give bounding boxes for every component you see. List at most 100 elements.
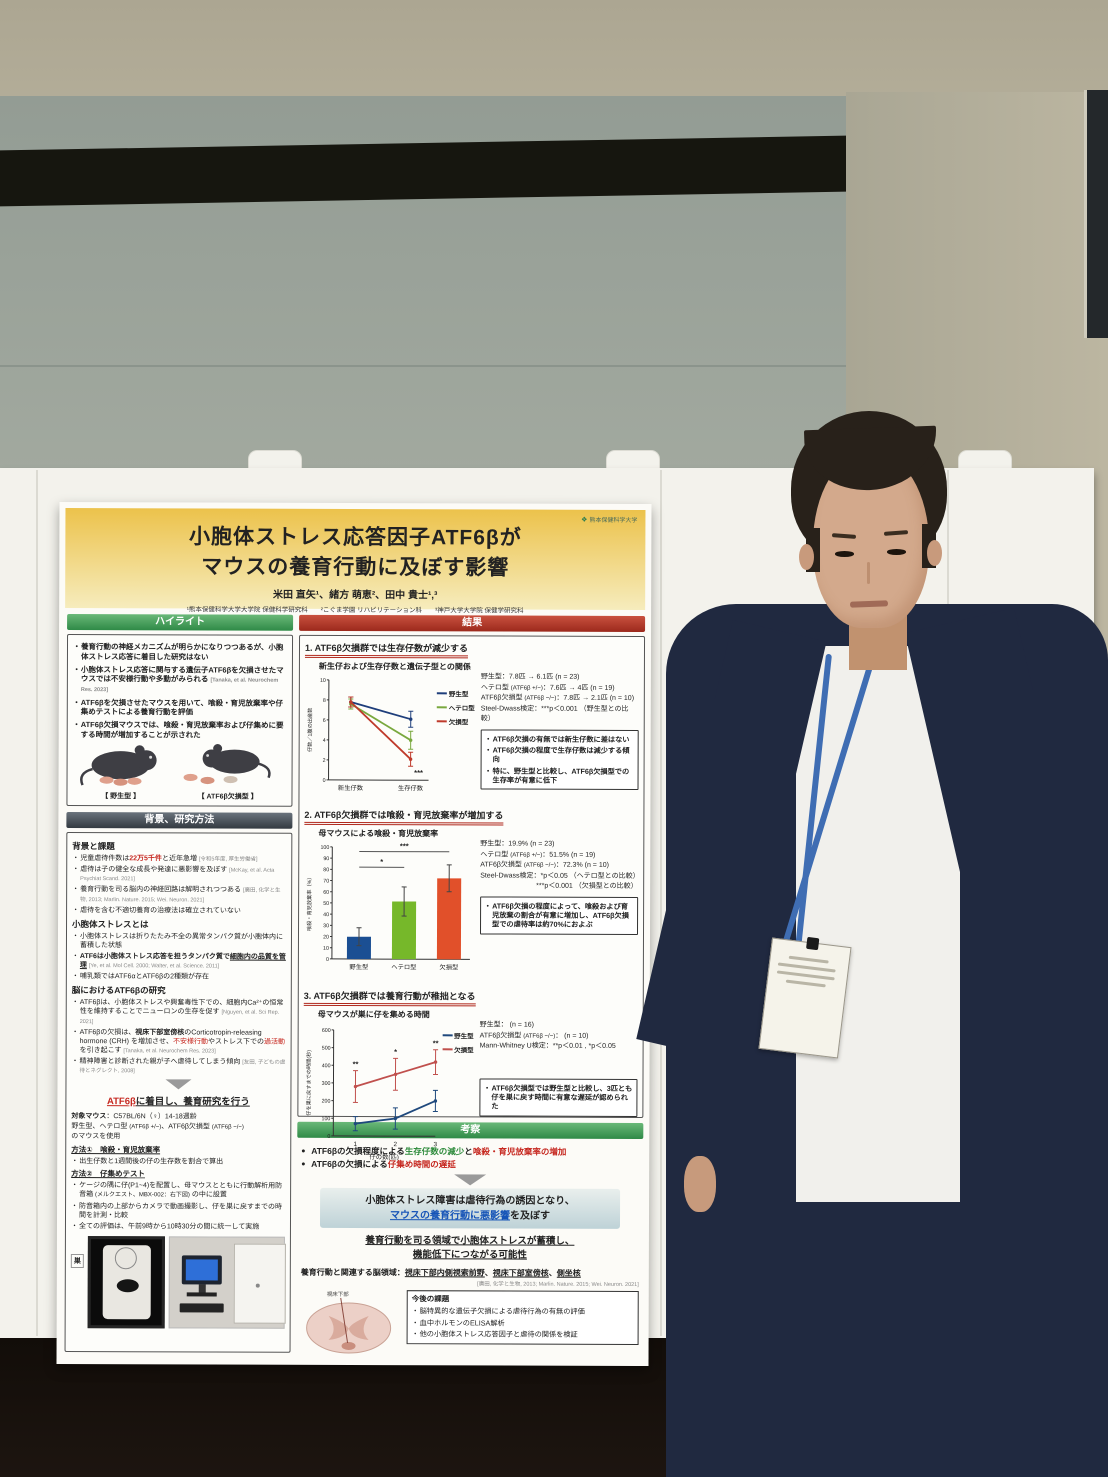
monitor-screen bbox=[185, 1258, 218, 1281]
brain-section-drawing bbox=[306, 1298, 392, 1354]
svg-text:90: 90 bbox=[323, 856, 329, 862]
svg-text:0: 0 bbox=[323, 778, 326, 784]
brain-atf6b-bullets: ATF6βは、小胞体ストレスや興奮毒性下での、細胞内Ca²⁺の恒常性を維持するこ… bbox=[72, 998, 286, 1076]
result-section-2: 2. ATF6β欠損群では喰殺・育児放棄率が増加する 母マウスによる喰殺・育児放… bbox=[304, 806, 640, 984]
result2-note-box: ATF6β欠損の程度によって、喰殺および育児放棄の割合が有意に増加し、ATF6β… bbox=[480, 895, 639, 935]
svg-text:200: 200 bbox=[322, 1099, 331, 1105]
er-stress-subheader: 小胞体ストレスとは bbox=[72, 918, 149, 930]
er-stress-bullets: 小胞体ストレスは折りたたみ不全の異常タンパク質が小胞体内に蓄積した状態ATF6は… bbox=[72, 932, 286, 982]
svg-text:*: * bbox=[380, 857, 383, 866]
method1-bullets: 出生仔数と1週間後の仔の生存数を割合で算出 bbox=[71, 1157, 285, 1167]
result1-note-box: ATF6β欠損の有無では新生仔数に差はないATF6β欠損の程度で生存仔数は減少す… bbox=[480, 728, 639, 791]
svg-text:600: 600 bbox=[322, 1028, 331, 1034]
result2-stats: 野生型：19.9% (n = 23) ヘテロ型 (ATF6β +/−)：51.5%… bbox=[480, 840, 640, 890]
down-arrow-icon bbox=[454, 1174, 487, 1186]
result1-chart-area: 0 2 4 6 8 10 新生仔数 生存仔数 *** 仔数／1腹の出産数 野生型 ヘテロ型 欠損型 bbox=[304, 672, 476, 803]
result-section-1: 1. ATF6β欠損群では生存仔数が減少する 新生仔および生存仔数と遺伝子型との… bbox=[304, 639, 639, 803]
svg-text:喰殺・育児放棄率（%）: 喰殺・育児放棄率（%） bbox=[305, 875, 313, 932]
partition-seam bbox=[947, 470, 949, 1232]
svg-text:80: 80 bbox=[323, 867, 329, 873]
svg-text:300: 300 bbox=[322, 1081, 331, 1087]
highlights-bullets: 養育行動の神経メカニズムが明らかになりつつあるが、小胞体ストレス応答に着目した研… bbox=[73, 642, 287, 740]
subject-mice-lines: 対象マウス：C57BL/6N（♀）14-18週齢 野生型、ヘテロ型 (ATF6β … bbox=[71, 1113, 244, 1141]
survival-line-chart: 0 2 4 6 8 10 新生仔数 生存仔数 *** 仔数／1腹の出産数 bbox=[306, 678, 429, 792]
results-box: 1. ATF6β欠損群では生存仔数が減少する 新生仔および生存仔数と遺伝子型との… bbox=[297, 634, 646, 1161]
highlights-header: ハイライト bbox=[67, 613, 294, 631]
svg-text:6: 6 bbox=[323, 718, 326, 724]
svg-text:100: 100 bbox=[320, 845, 329, 851]
chart1-legend: 野生型 ヘテロ型 欠損型 bbox=[436, 688, 475, 730]
svg-text:50: 50 bbox=[323, 901, 329, 907]
result2-title: 2. ATF6β欠損群では喰殺・育児放棄率が増加する bbox=[304, 807, 504, 826]
issues-subheader: 背景と課題 bbox=[72, 841, 115, 852]
poster-title: 小胞体ストレス応答因子ATF6βが bbox=[188, 525, 522, 550]
svg-text:***: *** bbox=[414, 768, 423, 777]
mechanism-line1: 養育行動を司る領域で小胞体ストレスが蓄積し、 bbox=[365, 1234, 575, 1247]
mechanism-statement: 養育行動を司る領域で小胞体ストレスが蓄積し、 機能低下につながる可能性 bbox=[301, 1234, 639, 1264]
svg-text:新生仔数: 新生仔数 bbox=[338, 783, 364, 792]
partition-seam bbox=[36, 470, 38, 1336]
conclusion-box: 小胞体ストレス障害は虐待行為の誘因となり、 マウスの養育行動に悪影響を及ぼす bbox=[319, 1187, 621, 1229]
svg-text:**: ** bbox=[433, 1039, 439, 1048]
svg-text:30: 30 bbox=[323, 923, 329, 929]
highlights-box: 養育行動の神経メカニズムが明らかになりつつあるが、小胞体ストレス応答に着目した研… bbox=[66, 633, 294, 807]
down-arrow-icon bbox=[165, 1079, 192, 1090]
result3-note-box: ATF6β欠損型では野生型と比較し、3匹とも仔を巣に戻す時間に有意な遅延が認めら… bbox=[479, 1077, 638, 1117]
wildtype-mouse-label: 【 野生型 】 bbox=[101, 792, 141, 800]
result1-title: 1. ATF6β欠損群では生存仔数が減少する bbox=[304, 640, 469, 659]
result-section-3: 3. ATF6β欠損群では養育行動が稚拙となる 母マウスが巣に仔を集める時間 0… bbox=[303, 987, 638, 1165]
mechanism-line2: 機能低下につながる可能性 bbox=[412, 1249, 527, 1261]
poster-authors: 米田 直矢¹、緒方 萌恵²、田中 貴士¹,³ bbox=[272, 589, 438, 602]
svg-text:8: 8 bbox=[323, 698, 326, 704]
issues-bullets: 児童虐待件数は22万5千件と近年急増 [令和5年度, 厚生労働省]虐待は子の健全… bbox=[72, 854, 286, 916]
svg-text:10: 10 bbox=[320, 678, 326, 684]
poster-affiliations: ¹熊本保健科学大学大学院 保健科学研究科 ²こぐま学園 リハビリテーション科 ³… bbox=[186, 606, 524, 615]
svg-text:ヘテロ型: ヘテロ型 bbox=[391, 962, 416, 971]
svg-text:70: 70 bbox=[323, 878, 329, 884]
svg-text:1: 1 bbox=[353, 1141, 357, 1148]
svg-text:3: 3 bbox=[433, 1141, 437, 1148]
background-header: 背景、研究方法 bbox=[66, 811, 293, 829]
svg-text:500: 500 bbox=[322, 1046, 331, 1052]
svg-text:0: 0 bbox=[326, 957, 329, 963]
method2-title: 方法② 仔集めテスト bbox=[71, 1169, 146, 1179]
screen-seam bbox=[0, 365, 848, 367]
nest-hole bbox=[116, 1278, 139, 1292]
poster-title-line2: マウスの養育行動に及ぼす影響 bbox=[201, 555, 510, 580]
method1-title: 方法① 喰殺・育児放棄率 bbox=[71, 1145, 161, 1155]
discussion-area: ATF6βの欠損程度による生存仔数の減少と喰殺・育児放棄率の増加ATF6βの欠損… bbox=[297, 1142, 644, 1361]
poster-left-column: ハイライト 養育行動の神経メカニズムが明らかになりつつあるが、小胞体ストレス応答… bbox=[64, 613, 294, 1353]
svg-text:10: 10 bbox=[323, 946, 329, 952]
svg-text:野生型: 野生型 bbox=[349, 962, 368, 971]
svg-text:生存仔数: 生存仔数 bbox=[398, 783, 424, 792]
university-logo-text: 熊本保健科学大学 bbox=[589, 517, 638, 524]
monitor-stand bbox=[198, 1284, 206, 1293]
brain-regions-line: 養育行動と関連する脳領域：視床下部内側視索前野、視床下部室傍核、側坐核 bbox=[300, 1268, 581, 1279]
cage-nest-photo bbox=[87, 1235, 165, 1328]
brain-regions-reference: [廣田, 化学と生物, 2013; Marlin. Nature. 2015; … bbox=[477, 1281, 639, 1289]
soundproof-box bbox=[233, 1243, 286, 1324]
svg-text:2: 2 bbox=[393, 1141, 397, 1148]
svg-text:20: 20 bbox=[323, 934, 329, 940]
svg-text:**: ** bbox=[353, 1060, 359, 1069]
future-work-bullets: 脳特異的な遺伝子欠損による虐待行為の有無の評価血中ホルモンのELISA解析他の小… bbox=[412, 1307, 634, 1340]
svg-text:40: 40 bbox=[323, 912, 329, 918]
svg-text:仔数／1腹の出産数: 仔数／1腹の出産数 bbox=[306, 707, 314, 752]
result1-stats: 野生型：7.8匹 → 6.1匹 (n = 23) ヘテロ型 (ATF6β +/−)… bbox=[480, 673, 635, 723]
poster-title-block: ❖ 熊本保健科学大学 小胞体ストレス応答因子ATF6βが マウスの養育行動に及ぼ… bbox=[65, 507, 646, 615]
brain-atf6b-subheader: 脳におけるATF6βの研究 bbox=[71, 985, 166, 996]
svg-text:400: 400 bbox=[322, 1063, 331, 1069]
result2-chart-area: 0 10 20 30 40 50 60 70 80 90 100 野生型 ヘテロ型 欠損型 * *** 喰殺・育… bbox=[304, 839, 477, 984]
results-header: 結果 bbox=[299, 614, 646, 633]
svg-text:100: 100 bbox=[321, 1116, 330, 1122]
future-work-box: 今後の課題 脳特異的な遺伝子欠損による虐待行為の有無の評価血中ホルモンのELIS… bbox=[406, 1290, 639, 1345]
poster-right-column: 結果 1. ATF6β欠損群では生存仔数が減少する 新生仔および生存仔数と遺伝子… bbox=[297, 614, 646, 1361]
svg-text:0: 0 bbox=[327, 1134, 330, 1140]
result3-stats: 野生型： (n = 16) ATF6β欠損型 (ATF6β −/−)： (n = … bbox=[479, 1021, 616, 1050]
svg-text:4: 4 bbox=[323, 738, 326, 744]
university-logo-icon: ❖ bbox=[581, 516, 588, 524]
svg-text:60: 60 bbox=[323, 890, 329, 896]
nest-label: 巣 bbox=[70, 1253, 84, 1268]
